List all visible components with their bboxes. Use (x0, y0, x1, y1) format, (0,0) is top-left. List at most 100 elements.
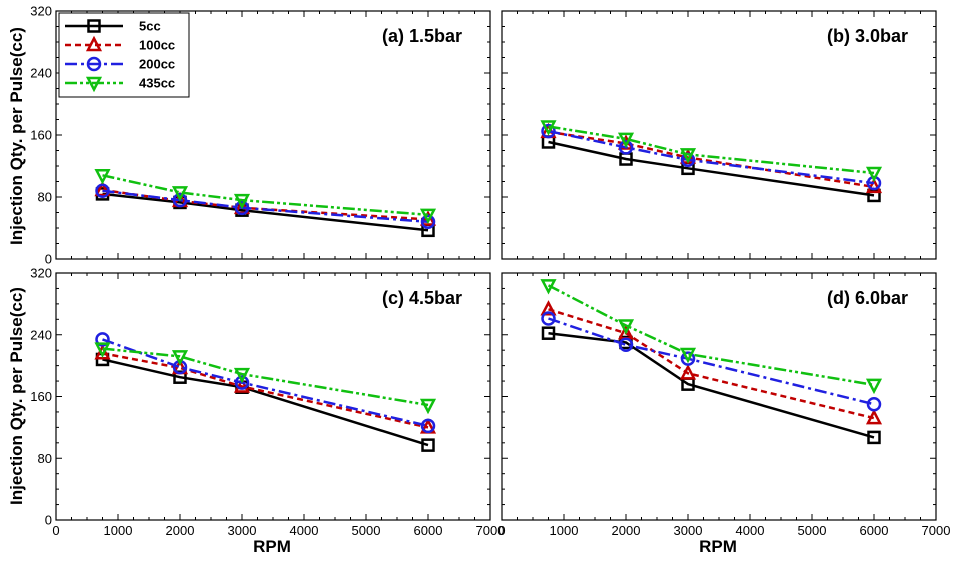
data-point (234, 200, 250, 216)
x-tick-label: 6000 (860, 523, 889, 538)
data-point (233, 367, 251, 384)
series-200cc (95, 332, 436, 434)
data-point (618, 337, 634, 353)
data-point (867, 430, 881, 445)
series-5cc (541, 326, 881, 445)
data-point (617, 132, 635, 149)
data-point (419, 208, 437, 225)
series-line (548, 331, 875, 439)
legend-marker (85, 76, 103, 93)
series-line (548, 140, 875, 197)
data-point (540, 279, 557, 295)
series-100cc (94, 344, 437, 434)
data-point (94, 169, 111, 185)
data-point (234, 375, 250, 390)
series-line (102, 338, 429, 428)
data-point (233, 377, 251, 393)
x-tick-label: 7000 (476, 523, 505, 538)
data-point (94, 180, 111, 197)
x-tick-label: 1000 (104, 523, 133, 538)
series-line (102, 192, 429, 232)
series-line (548, 317, 875, 406)
y-tick-label: 320 (30, 266, 52, 281)
data-point (865, 408, 883, 425)
x-tick-label: 5000 (352, 523, 381, 538)
x-tick-label: 4000 (736, 523, 765, 538)
data-point (679, 347, 697, 364)
legend-marker (85, 35, 103, 52)
series-line (548, 308, 875, 420)
data-point (171, 350, 189, 366)
legend-label: 435cc (139, 76, 175, 91)
plot-frame (501, 272, 937, 521)
data-point (865, 166, 883, 183)
data-point (94, 344, 111, 360)
data-point (865, 177, 883, 194)
y-tick-label: 320 (30, 4, 52, 19)
y-tick-label: 80 (38, 451, 52, 466)
data-point (421, 438, 435, 452)
data-point (420, 418, 436, 434)
series-100cc (540, 300, 883, 425)
legend-label: 5cc (139, 19, 161, 34)
legend-label: 200cc (139, 57, 175, 72)
x-tick-label: 5000 (798, 523, 827, 538)
series-200cc (541, 311, 882, 412)
series-5cc (95, 352, 435, 452)
y-axis-label-bottom: Injection Qty. per Pulse(cc) (7, 287, 26, 505)
data-point (171, 186, 189, 202)
data-point (540, 300, 557, 316)
x-tick-label: 2000 (612, 523, 641, 538)
data-point (679, 148, 697, 164)
panel-title: (c) 4.5bar (382, 288, 462, 308)
y-tick-label: 240 (30, 66, 52, 81)
data-point (95, 183, 110, 199)
data-point (618, 140, 634, 155)
legend-item-200cc: 200cc (65, 57, 175, 72)
data-point (420, 214, 436, 230)
panel-title: (d) 6.0bar (827, 288, 908, 308)
series-200cc (541, 123, 882, 191)
legend-marker (86, 56, 102, 72)
y-tick-label: 240 (30, 327, 52, 342)
panels: 0 80 160 240 320 (a) 1.5bar (b) 3.0bar 0 80 160 24… (30, 4, 950, 539)
data-point (233, 193, 251, 210)
y-tick-label: 160 (30, 128, 52, 143)
y-tick-label: 0 (45, 513, 52, 528)
x-tick-label: 1000 (550, 523, 579, 538)
series-line (548, 129, 875, 185)
series-line (102, 174, 429, 217)
panel-2: (b) 3.0bar (501, 10, 937, 260)
x-tick-label: 3000 (228, 523, 257, 538)
series-100cc (540, 122, 883, 194)
series-line (102, 188, 429, 221)
series-line (102, 352, 429, 429)
x-tick-label: 2000 (166, 523, 195, 538)
data-point (866, 396, 882, 412)
data-point (679, 364, 697, 380)
series-line (102, 358, 429, 447)
series-435cc (540, 120, 883, 183)
legend-item-435cc: 435cc (65, 76, 175, 93)
data-point (419, 398, 437, 415)
x-tick-label: 3000 (674, 523, 703, 538)
x-tick-label: 0 (498, 523, 505, 538)
series-line (102, 189, 429, 224)
data-point (540, 120, 557, 136)
series-200cc (95, 183, 436, 230)
plot-frame (501, 10, 937, 260)
panel-4: 0 1000 2000 3000 4000 5000 6000 7000 (d) 6.0bar (498, 272, 950, 538)
legend-item-100cc: 100cc (65, 35, 175, 53)
x-tick-label: 6000 (414, 523, 443, 538)
panel-title: (a) 1.5bar (382, 26, 462, 46)
series-435cc (94, 342, 437, 415)
legend-item-5cc: 5cc (65, 19, 161, 34)
series-line (547, 284, 875, 387)
data-point (172, 192, 188, 208)
y-tick-label: 0 (45, 252, 52, 267)
x-axis-label-left: RPM (253, 537, 291, 556)
legend-marker (87, 19, 101, 33)
y-axis-label-top: Injection Qty. per Pulse(cc) (7, 27, 26, 245)
data-point (419, 210, 437, 226)
panel-1: 0 80 160 240 320 (a) 1.5bar (30, 4, 491, 267)
